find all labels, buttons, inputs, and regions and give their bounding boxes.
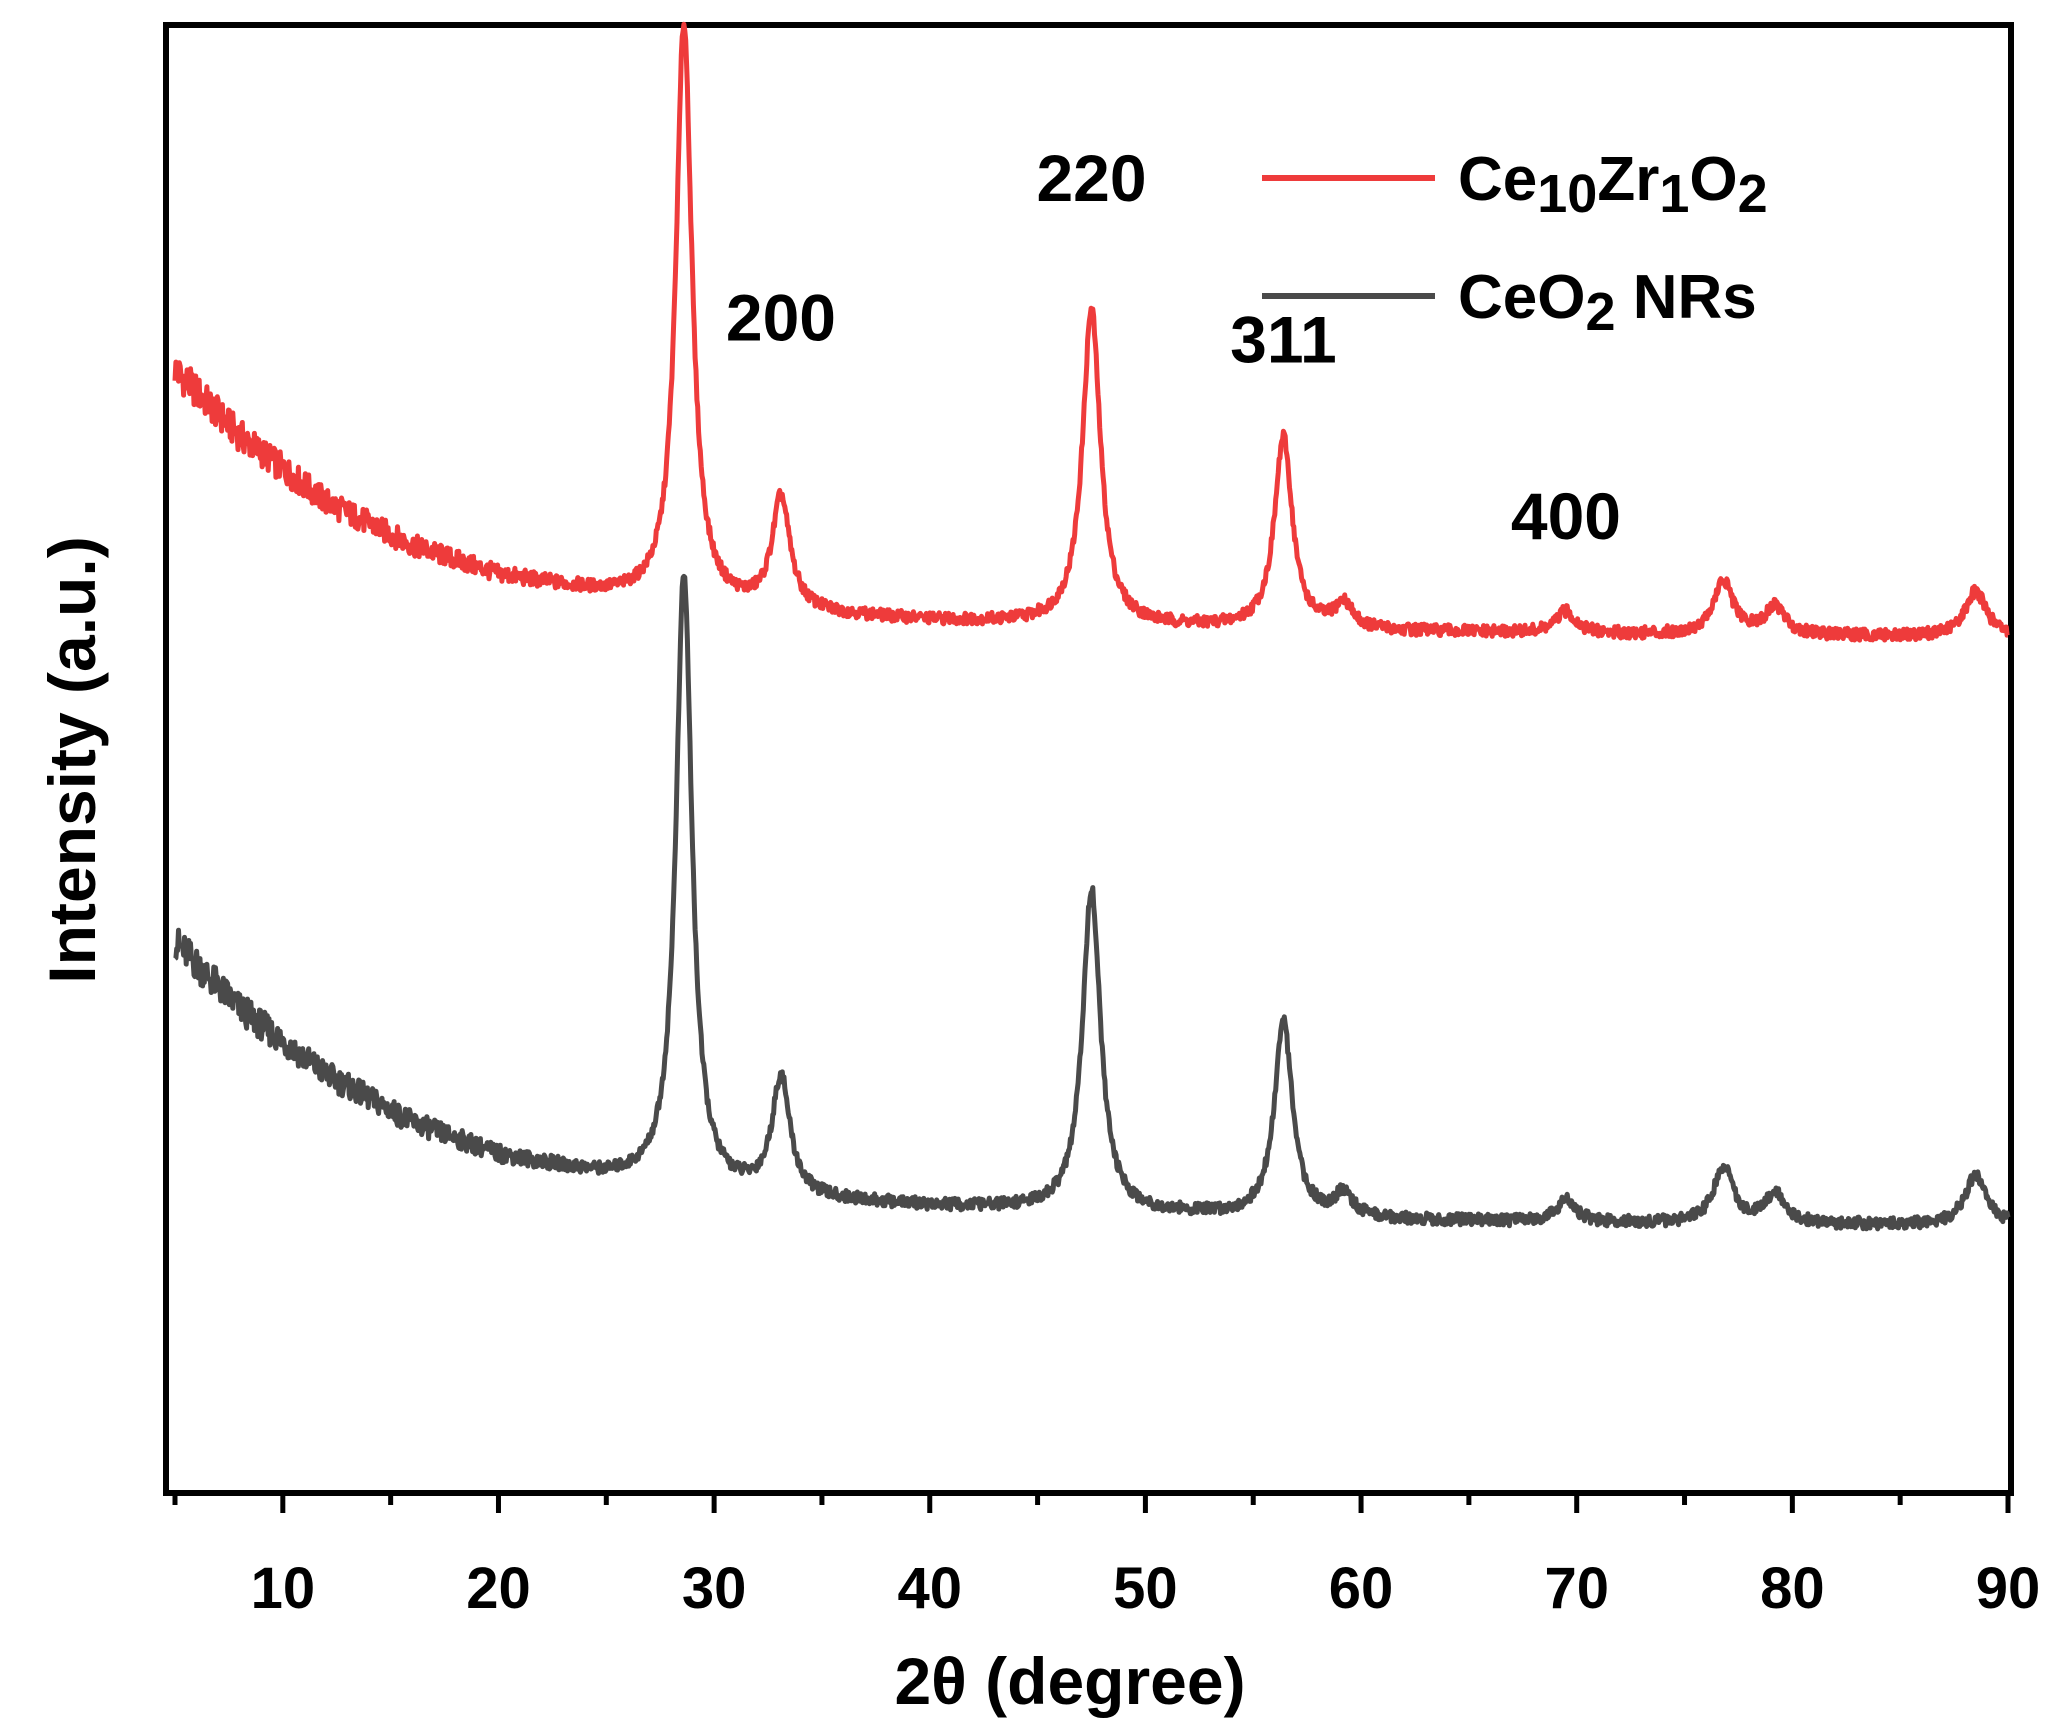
x-tick-label: 70 — [1544, 1556, 1609, 1621]
x-tick-label: 90 — [1976, 1556, 2041, 1621]
legend-label: CeO2 NRs — [1458, 263, 1757, 342]
peak-label-220: 220 — [1036, 141, 1146, 215]
peak-label-400: 400 — [1511, 479, 1621, 553]
x-tick-label: 40 — [898, 1556, 963, 1621]
x-tick-label: 60 — [1329, 1556, 1394, 1621]
series-line-ceo2-nrs — [173, 573, 2011, 1232]
peak-label-200: 200 — [726, 281, 836, 355]
peak-annotations: 111200220311400 — [726, 141, 1621, 553]
x-tick-label: 80 — [1760, 1556, 1825, 1621]
series-layer — [172, 21, 2011, 1232]
plot-frame — [163, 22, 2014, 1496]
legend-label: Ce10Zr1O2 — [1458, 145, 1768, 224]
series-line-ce10zr1o2 — [172, 21, 2010, 643]
x-ticks: 10 20 30 40 50 60 70 80 90 — [172, 1493, 2041, 1621]
peak-label-311: 311 — [1230, 303, 1336, 377]
x-axis-title: 2θ (degree) — [894, 1644, 1245, 1718]
legend: Ce10Zr1O2 CeO2 NRs — [1262, 145, 1768, 342]
y-axis-title: Intensity (a.u.) — [35, 536, 109, 983]
x-tick-label: 20 — [466, 1556, 531, 1621]
x-tick-label: 50 — [1113, 1556, 1178, 1621]
x-tick-label: 10 — [251, 1556, 316, 1621]
x-tick-label: 30 — [682, 1556, 747, 1621]
